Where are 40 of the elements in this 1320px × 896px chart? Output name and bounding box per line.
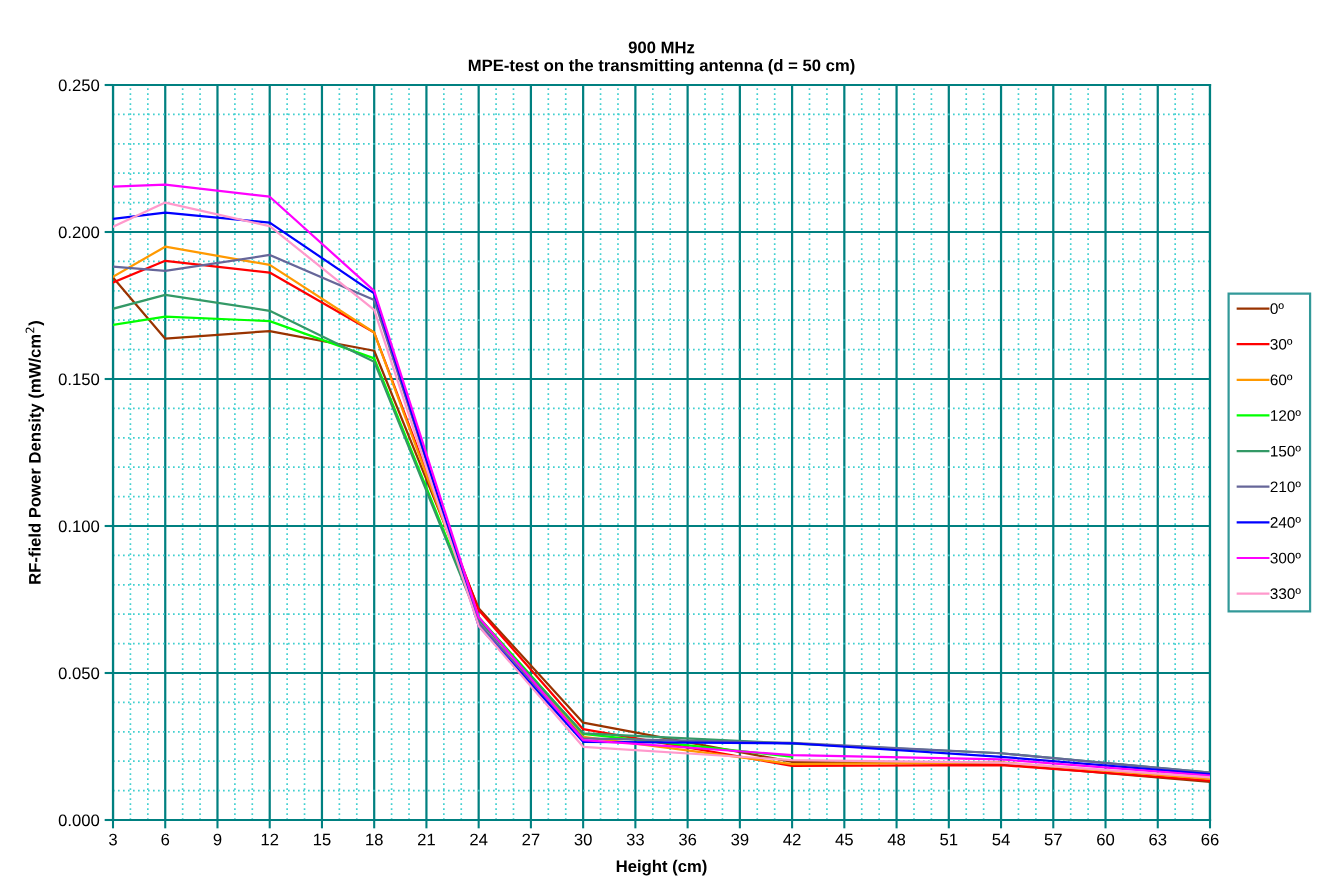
legend-label: 300º xyxy=(1270,552,1301,564)
x-tick-label: 42 xyxy=(783,833,801,846)
x-tick-label: 60 xyxy=(1097,833,1115,846)
y-tick-label: 0.250 xyxy=(58,79,100,92)
x-tick-label: 9 xyxy=(213,833,222,846)
legend-label: 330º xyxy=(1270,588,1301,600)
x-tick-label: 54 xyxy=(992,833,1010,846)
x-tick-label: 6 xyxy=(161,833,170,846)
x-tick-label: 66 xyxy=(1201,833,1219,846)
x-tick-label: 51 xyxy=(940,833,958,846)
y-axis-title: RF-field Power Density (mW/cm$^{2}$) xyxy=(25,321,45,584)
x-tick-label: 3 xyxy=(109,833,117,846)
x-tick-label: 18 xyxy=(366,833,383,846)
legend-label: 150º xyxy=(1271,445,1301,457)
x-tick-label: 30 xyxy=(574,833,592,846)
x-axis-title: Height (cm) xyxy=(616,859,707,876)
legend-label: 210º xyxy=(1270,481,1301,493)
x-tick-label: 63 xyxy=(1149,833,1167,846)
x-tick-label: 27 xyxy=(522,833,540,846)
y-tick-label: 0.150 xyxy=(58,373,100,386)
x-tick-label: 21 xyxy=(418,833,435,846)
x-tick-label: 36 xyxy=(678,833,697,846)
chart-title: 900 MHz MPE-test on the transmitting antenna (d = 50 cm) xyxy=(468,41,855,75)
x-tick-label: 48 xyxy=(887,833,906,846)
x-tick-label: 24 xyxy=(470,833,488,846)
x-tick-label: 15 xyxy=(313,833,331,846)
legend-label: 30º xyxy=(1270,338,1293,350)
legend-label: 120º xyxy=(1271,410,1301,421)
legend-label: 0º xyxy=(1270,303,1284,315)
x-tick-label: 57 xyxy=(1044,833,1062,846)
y-tick-label: 0.100 xyxy=(58,520,100,533)
x-tick-label: 12 xyxy=(261,833,279,846)
y-tick-label: 0.200 xyxy=(58,226,100,239)
x-tick-label: 33 xyxy=(626,833,644,846)
y-tick-label: 0.050 xyxy=(58,667,100,680)
x-tick-label: 45 xyxy=(835,833,853,846)
legend-label: 60º xyxy=(1270,374,1293,386)
x-tick-label: 39 xyxy=(731,833,749,846)
y-tick-label: 0.000 xyxy=(58,814,100,827)
legend-label: 240º xyxy=(1270,517,1301,528)
